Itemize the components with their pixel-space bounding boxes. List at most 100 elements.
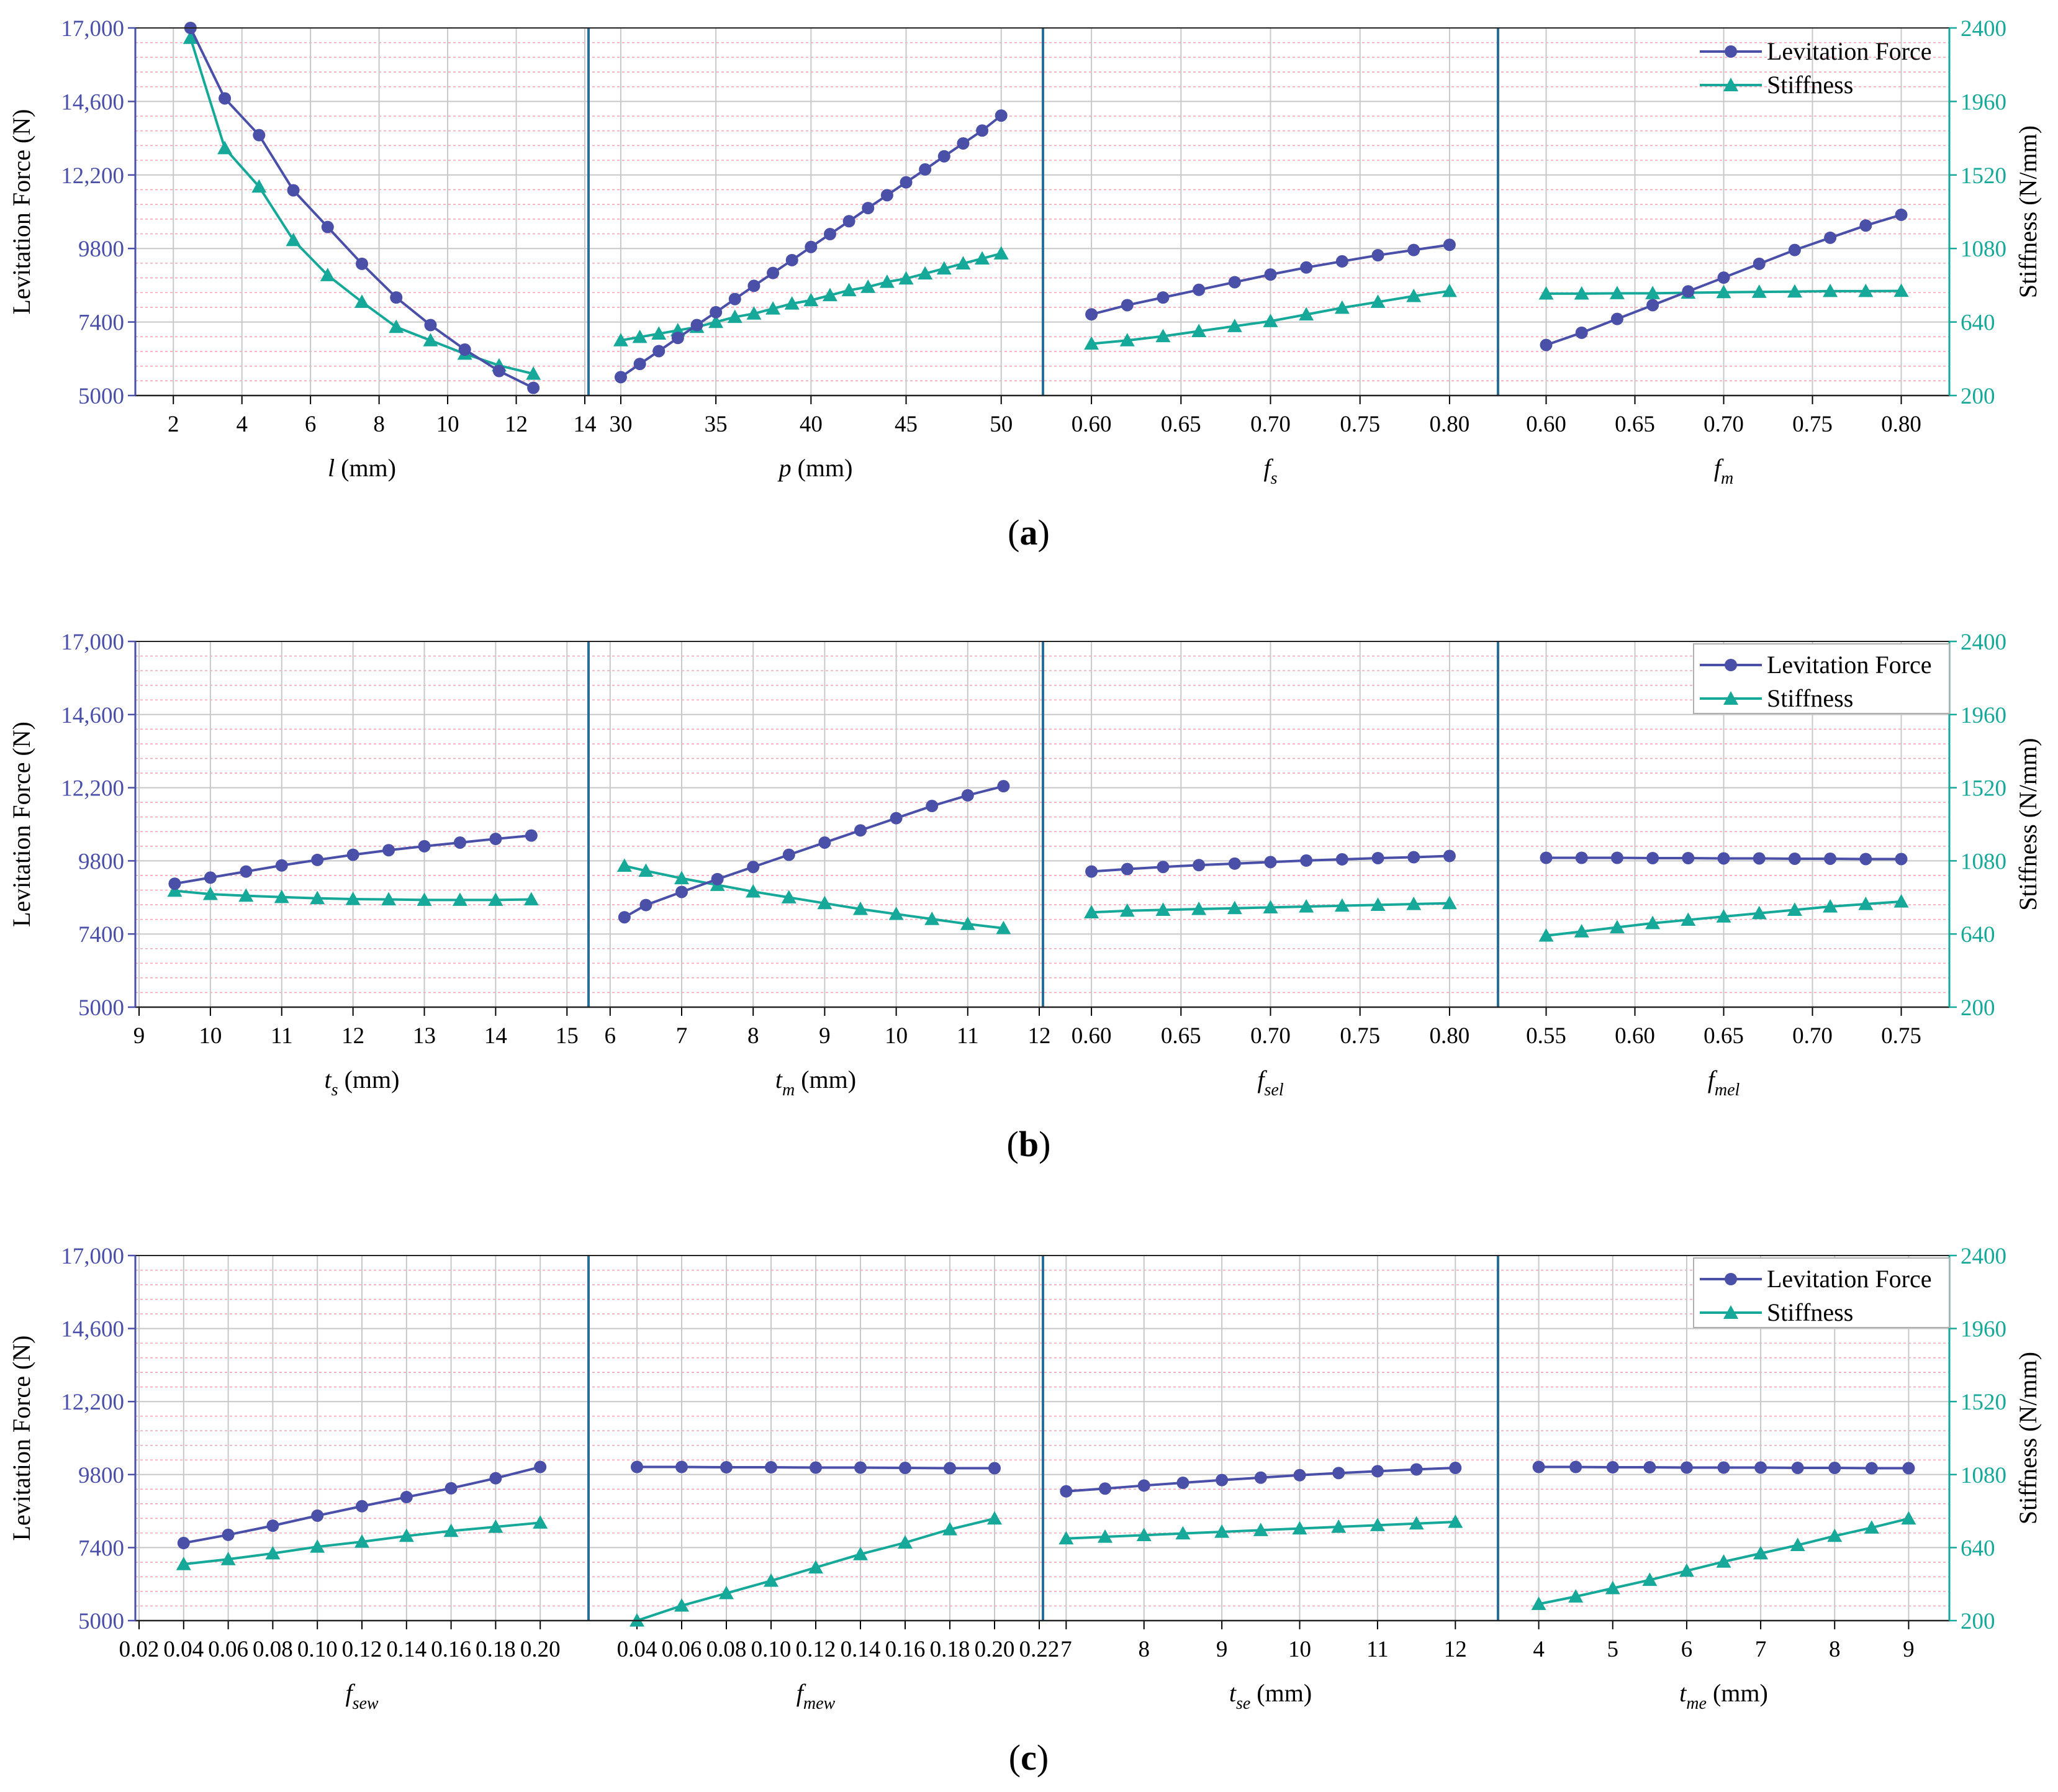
- x-tick-label: 12: [341, 1023, 364, 1049]
- stiffness-marker: [808, 1560, 823, 1574]
- force-marker: [1300, 854, 1313, 867]
- stiffness-marker: [1751, 284, 1767, 298]
- left-y-tick-label: 9800: [78, 1463, 124, 1488]
- force-marker: [961, 789, 974, 802]
- force-marker: [976, 124, 989, 137]
- force-marker: [177, 1537, 190, 1550]
- stiffness-marker: [183, 30, 198, 44]
- x-tick-label: 0.22: [1019, 1637, 1060, 1662]
- force-marker: [1610, 312, 1623, 325]
- x-axis-label: fmel: [1708, 1066, 1740, 1100]
- x-tick-label: 0.20: [520, 1637, 561, 1662]
- x-axis-label: tm (mm): [775, 1066, 856, 1100]
- stiffness-marker: [1331, 1519, 1347, 1533]
- stiffness-marker: [1642, 1572, 1658, 1586]
- force-marker: [489, 833, 502, 846]
- stiffness-marker: [803, 292, 819, 307]
- x-axis-label: tse (mm): [1229, 1679, 1312, 1713]
- force-marker: [240, 865, 253, 878]
- x-tick-label: 0.65: [1161, 1023, 1201, 1049]
- force-marker: [1532, 1460, 1545, 1473]
- x-tick-label: 15: [556, 1023, 579, 1049]
- x-tick-label: 0.04: [617, 1637, 657, 1662]
- force-marker: [1895, 853, 1908, 866]
- stiffness-marker: [1119, 333, 1135, 346]
- stiffness-marker: [1893, 894, 1909, 908]
- force-marker: [633, 358, 646, 371]
- stiffness-marker: [176, 1557, 191, 1570]
- x-tick-label: 0.80: [1881, 412, 1921, 437]
- stiffness-marker: [1893, 283, 1909, 297]
- force-marker: [1121, 299, 1134, 312]
- force-marker: [810, 1461, 822, 1474]
- grid-lines: [135, 655, 1949, 993]
- x-tick-label: 0.60: [1615, 1023, 1655, 1049]
- stiffness-marker: [1175, 1526, 1191, 1540]
- x-tick-label: 7: [676, 1023, 688, 1049]
- stiffness-marker: [1827, 1528, 1843, 1542]
- force-marker: [311, 853, 324, 866]
- stiffness-marker: [1155, 328, 1171, 343]
- right-y-tick-label: 1520: [1961, 776, 2006, 802]
- force-marker: [675, 885, 688, 898]
- x-tick-label: 14: [574, 412, 597, 437]
- stiffness-marker: [822, 287, 837, 302]
- force-marker: [995, 109, 1008, 122]
- x-axis-label: fm: [1714, 454, 1733, 488]
- force-marker: [1865, 1462, 1878, 1475]
- force-marker: [1895, 208, 1908, 221]
- stiffness-marker: [488, 892, 503, 906]
- force-marker: [1717, 852, 1730, 865]
- right-y-tick-label: 640: [1961, 922, 1995, 948]
- force-marker: [1682, 851, 1695, 864]
- x-tick-label: 0.65: [1704, 1023, 1744, 1049]
- force-marker: [1332, 1467, 1345, 1480]
- stiffness-marker: [765, 301, 781, 315]
- force-marker: [1606, 1461, 1619, 1474]
- x-axis-label: p (mm): [777, 454, 853, 482]
- left-y-axis-title: Levitation Force (N): [7, 1336, 35, 1541]
- x-tick-label: 0.75: [1340, 412, 1380, 437]
- stiffness-marker: [1098, 1529, 1113, 1543]
- force-marker: [311, 1509, 324, 1522]
- force-marker: [854, 824, 867, 837]
- left-y-axis-title: Levitation Force (N): [7, 722, 35, 927]
- stiffness-marker: [1442, 283, 1457, 297]
- force-marker: [1121, 862, 1134, 876]
- stiffness-marker: [1253, 1523, 1268, 1536]
- subplot-2: 0.60 0.65 0.70 0.75 0.80 fsel: [1072, 641, 1469, 1100]
- right-y-axis-title: Stiffness (N/mm): [2014, 1352, 2042, 1524]
- force-marker: [1449, 1462, 1462, 1475]
- right-y-tick-label: 1080: [1961, 237, 2006, 262]
- force-marker: [1788, 243, 1801, 256]
- x-tick-label: 0.16: [431, 1637, 471, 1662]
- force-marker: [710, 305, 723, 319]
- x-tick-label: 0.08: [706, 1637, 747, 1662]
- x-tick-label: 5: [1607, 1637, 1619, 1662]
- stiffness-marker: [1227, 319, 1242, 332]
- force-marker: [525, 829, 538, 842]
- stiffness-marker: [1609, 920, 1625, 934]
- stiffness-marker: [1574, 924, 1589, 938]
- stiffness-marker: [1605, 1580, 1620, 1595]
- stiffness-marker: [1370, 897, 1386, 911]
- x-tick-label: 14: [484, 1023, 507, 1049]
- stiffness-marker: [1084, 905, 1099, 918]
- right-y-tick-label: 1960: [1961, 89, 2006, 115]
- legend: Levitation Force Stiffness: [1700, 37, 1931, 99]
- x-tick-label: 0.70: [1704, 412, 1744, 437]
- force-marker: [1859, 853, 1872, 866]
- x-tick-label: 0.10: [751, 1637, 792, 1662]
- force-marker: [1371, 851, 1384, 864]
- force-marker: [926, 800, 939, 813]
- force-marker: [1371, 1465, 1384, 1478]
- stiffness-marker: [1442, 895, 1457, 910]
- stiffness-marker: [1538, 928, 1554, 942]
- force-marker: [785, 253, 798, 266]
- force-marker: [747, 861, 760, 874]
- stiffness-marker: [853, 1547, 868, 1560]
- x-axis-label: fsew: [345, 1679, 378, 1713]
- stiffness-marker: [1864, 1520, 1879, 1534]
- stiffness-marker: [1753, 1545, 1769, 1560]
- stiffness-marker: [860, 279, 876, 293]
